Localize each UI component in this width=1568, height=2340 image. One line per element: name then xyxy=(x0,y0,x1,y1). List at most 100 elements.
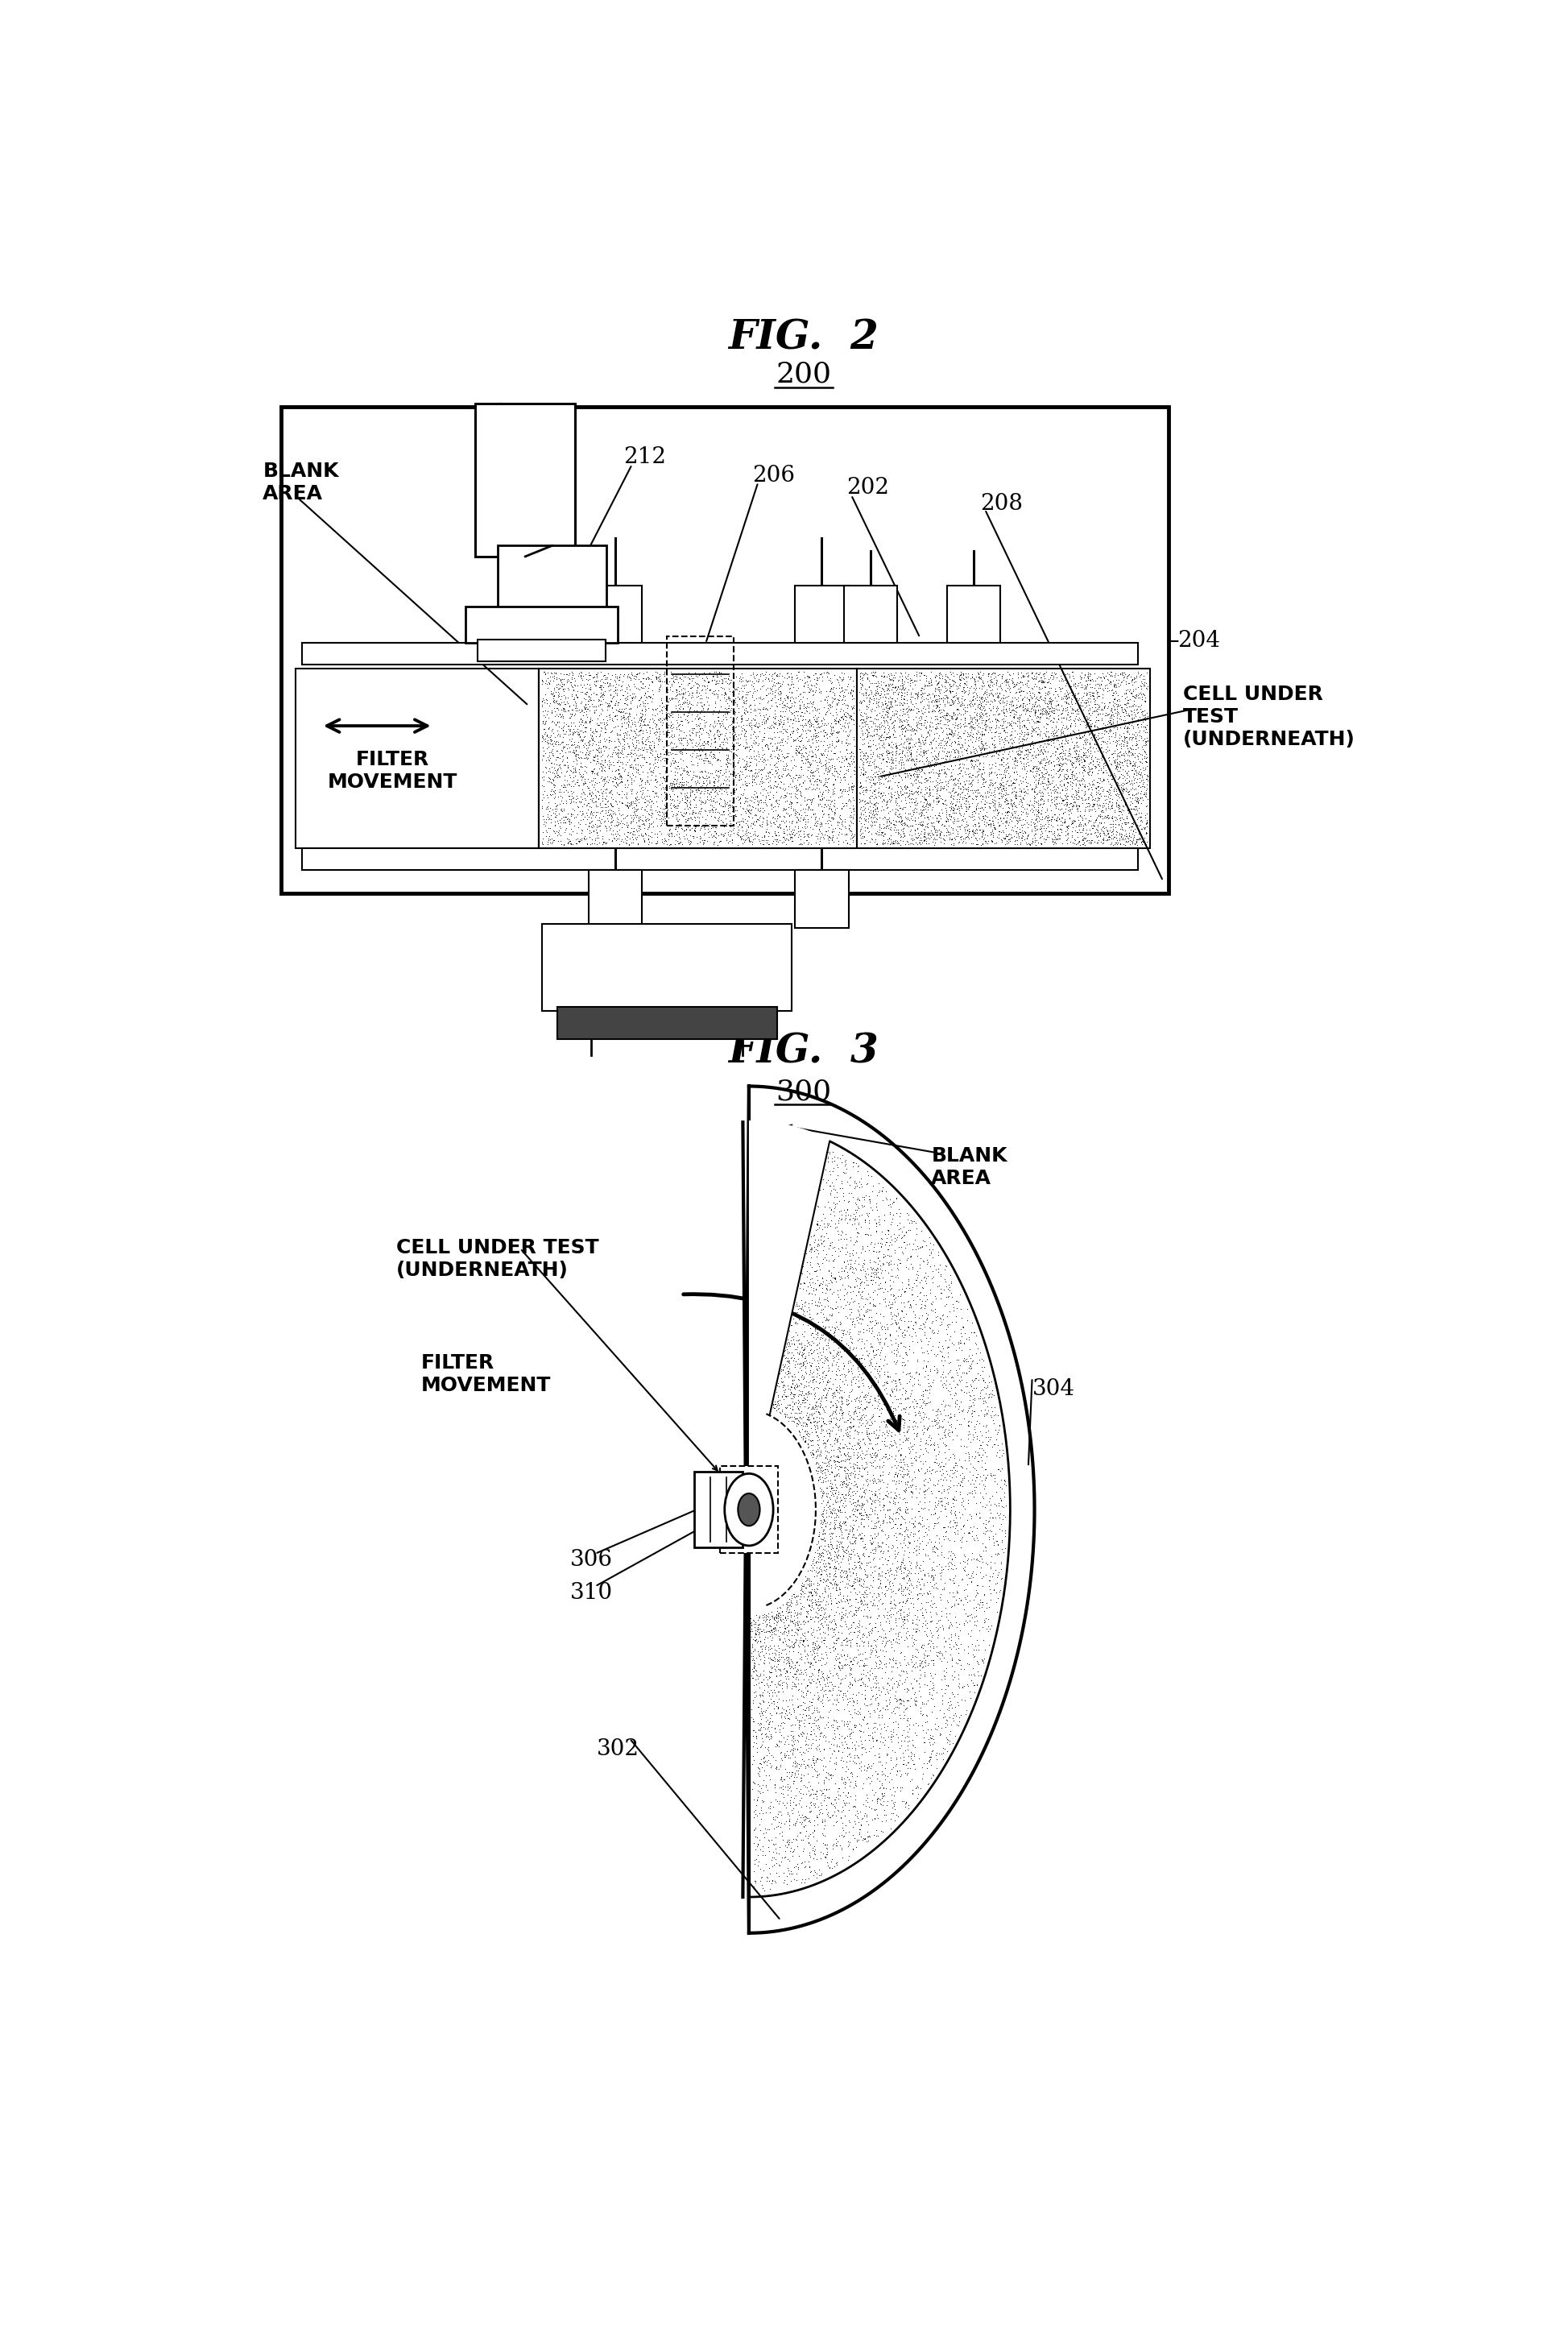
Point xyxy=(1120,765,1145,803)
Point xyxy=(875,1327,900,1364)
Point xyxy=(713,730,739,768)
Point xyxy=(1021,674,1046,711)
Point xyxy=(894,660,919,697)
Point xyxy=(803,1776,828,1814)
Point xyxy=(756,796,781,833)
Point xyxy=(1038,665,1063,702)
Point xyxy=(869,1811,894,1849)
Point xyxy=(1076,655,1101,693)
Point xyxy=(839,1350,864,1388)
Point xyxy=(892,1273,917,1310)
Point xyxy=(818,814,844,852)
Point xyxy=(757,737,782,775)
Point xyxy=(1102,800,1127,838)
Point xyxy=(908,1678,933,1715)
Point xyxy=(746,1605,771,1643)
Point xyxy=(568,667,593,704)
Point xyxy=(760,1682,786,1720)
Point xyxy=(771,777,797,814)
Point xyxy=(898,674,924,711)
Point xyxy=(750,721,775,758)
Point xyxy=(811,1748,836,1785)
Point xyxy=(572,746,597,784)
Point xyxy=(644,763,670,800)
Point xyxy=(814,1790,839,1828)
Point xyxy=(875,732,900,770)
Point xyxy=(894,1470,919,1507)
Point xyxy=(771,1336,797,1374)
Point xyxy=(754,1704,779,1741)
Point xyxy=(756,1282,781,1320)
Point xyxy=(1080,805,1105,842)
Point xyxy=(773,693,798,730)
Point xyxy=(837,1353,862,1390)
Point xyxy=(754,1327,779,1364)
Point xyxy=(826,676,851,714)
Point xyxy=(826,814,851,852)
Point xyxy=(1112,817,1137,854)
Point xyxy=(946,737,971,775)
Point xyxy=(938,725,963,763)
Point xyxy=(969,1430,994,1467)
Point xyxy=(616,667,641,704)
Point xyxy=(1074,702,1099,739)
Point xyxy=(695,683,720,721)
Point xyxy=(1109,728,1134,765)
Point xyxy=(1057,674,1082,711)
Point xyxy=(1013,686,1038,723)
Point xyxy=(977,1479,1002,1516)
Point xyxy=(759,707,784,744)
Point xyxy=(840,1570,866,1608)
Point xyxy=(840,672,866,709)
Point xyxy=(971,702,996,739)
Point xyxy=(663,798,688,835)
Point xyxy=(786,1633,811,1671)
Point xyxy=(855,1280,880,1317)
Point xyxy=(1124,690,1149,728)
Point xyxy=(1027,681,1052,718)
Point xyxy=(544,753,569,791)
Point xyxy=(889,775,914,812)
Point xyxy=(778,756,803,793)
Point xyxy=(869,758,894,796)
Point xyxy=(746,1668,771,1706)
Point xyxy=(942,793,967,831)
Point xyxy=(815,686,840,723)
Point xyxy=(1101,735,1126,772)
Point xyxy=(746,1378,771,1416)
Point xyxy=(806,777,831,814)
Point xyxy=(745,779,770,817)
Point xyxy=(826,1668,851,1706)
Point xyxy=(795,737,820,775)
Point xyxy=(688,730,713,768)
Point xyxy=(804,1598,829,1636)
Point xyxy=(883,782,908,819)
Point xyxy=(746,1135,771,1172)
Point xyxy=(833,1437,858,1474)
Point xyxy=(593,803,618,840)
Point xyxy=(883,1324,908,1362)
Point xyxy=(850,1821,875,1858)
Point xyxy=(760,770,786,807)
Point xyxy=(961,1376,986,1413)
Point xyxy=(593,789,618,826)
Point xyxy=(803,716,828,753)
Point xyxy=(922,1430,947,1467)
Point xyxy=(685,669,710,707)
Point xyxy=(784,1395,809,1432)
Point xyxy=(866,770,891,807)
Point xyxy=(950,803,975,840)
Point xyxy=(1000,725,1025,763)
Point xyxy=(1076,704,1101,742)
Point xyxy=(1019,709,1044,746)
Point xyxy=(795,1128,820,1165)
Point xyxy=(822,1647,847,1685)
Point xyxy=(1063,735,1088,772)
Point xyxy=(773,1692,798,1729)
Point xyxy=(746,1617,771,1654)
Point xyxy=(834,714,859,751)
Point xyxy=(793,786,818,824)
Point xyxy=(767,798,792,835)
Point xyxy=(557,800,582,838)
Point xyxy=(870,791,895,828)
